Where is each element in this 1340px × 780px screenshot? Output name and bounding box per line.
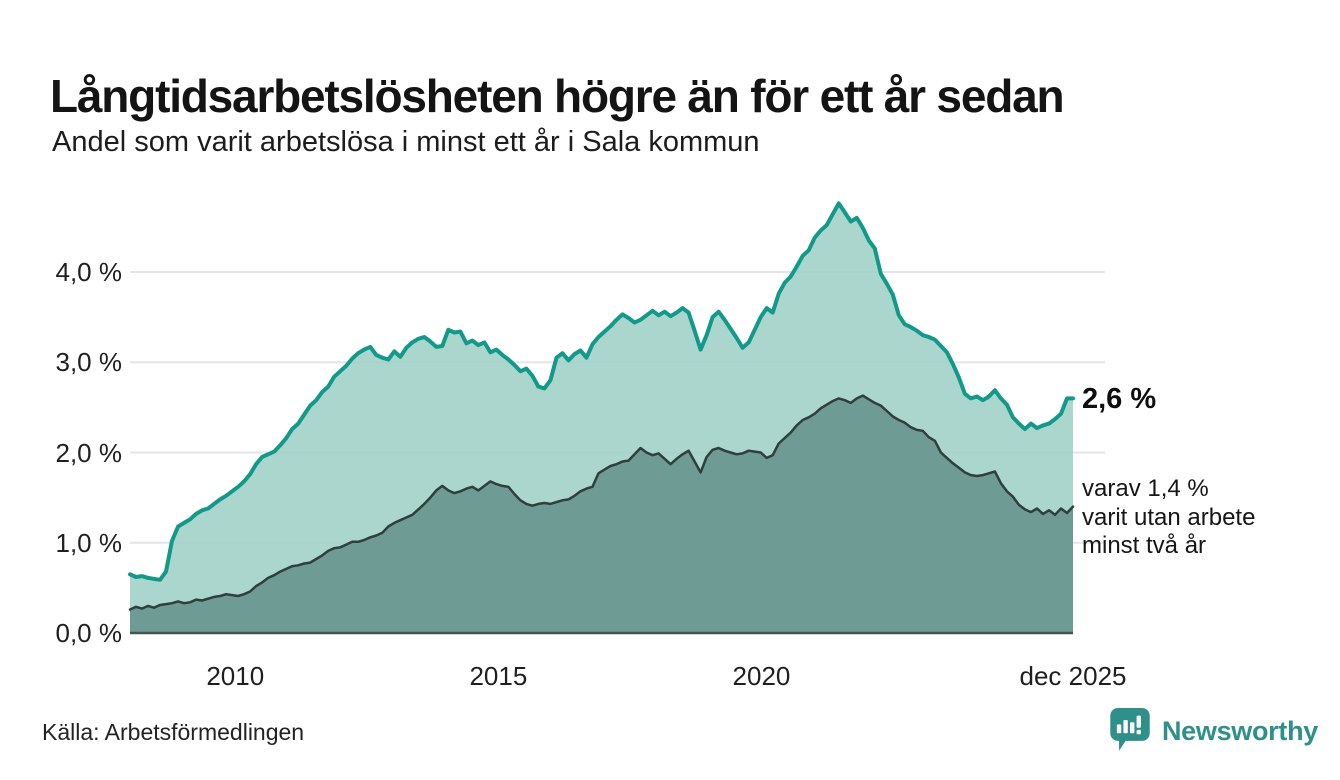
- y-tick-label: 0,0 %: [55, 618, 123, 648]
- series-line-2: [128, 394, 1075, 611]
- newsworthy-logo: Newsworthy: [1108, 708, 1318, 754]
- annotation-line-1: varav 1,4 %: [1082, 475, 1209, 502]
- series-end-value-label: 2,6 %: [1082, 383, 1157, 415]
- inner-series-annotation: varav 1,4 % varit utan arbete minst två …: [1082, 475, 1255, 561]
- annotation-line-2: varit utan arbete: [1082, 503, 1256, 531]
- annotation-line-3: minst två år: [1082, 532, 1207, 559]
- x-tick-label: dec 2025: [1019, 661, 1127, 691]
- y-tick-label: 2,0 %: [55, 437, 123, 468]
- chart-subtitle: Andel som varit arbetslösa i minst ett å…: [52, 126, 760, 158]
- x-tick-label: 2020: [732, 661, 791, 691]
- page-title: Långtidsarbetslösheten högre än för ett …: [50, 69, 1065, 122]
- newsworthy-logo-icon: [1110, 708, 1150, 751]
- y-tick-label: 3,0 %: [55, 347, 123, 378]
- series-area-2: [130, 395, 1073, 633]
- source-attribution: Källa: Arbetsförmedlingen: [42, 719, 305, 745]
- y-tick-label: 4,0 %: [55, 257, 123, 287]
- newsworthy-logo-text: Newsworthy: [1161, 715, 1318, 746]
- x-tick-label: 2010: [206, 661, 265, 691]
- series-line-1: [128, 201, 1075, 582]
- y-tick-label: 1,0 %: [55, 527, 123, 558]
- x-tick-label: 2015: [469, 661, 528, 691]
